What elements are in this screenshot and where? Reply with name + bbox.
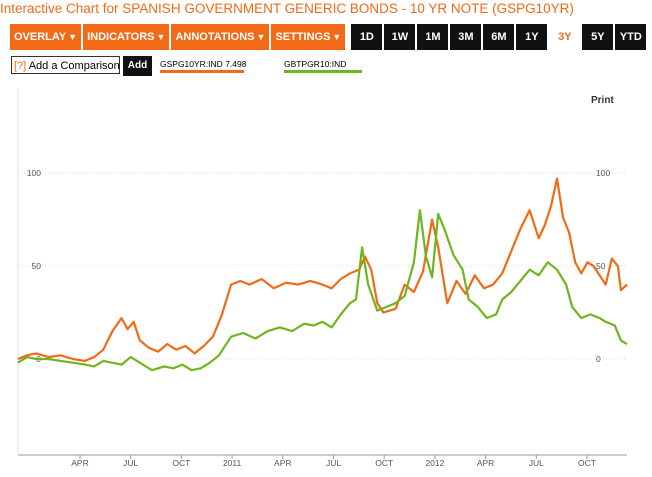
- range-1y-button[interactable]: 1Y: [516, 24, 548, 50]
- legend-swatch: [160, 70, 244, 73]
- series-line: [17, 177, 628, 362]
- comparison-placeholder: Add a Comparison: [28, 60, 120, 72]
- x-tick-label: OCT: [172, 458, 190, 468]
- legend-item-gspg10yr[interactable]: GSPG10YR:IND 7.498: [160, 59, 246, 73]
- y-tick-label-left: 100: [27, 168, 41, 178]
- x-tick-label: OCT: [375, 458, 393, 468]
- range-6m-button[interactable]: 6M: [483, 24, 515, 50]
- x-tick-label: APR: [477, 458, 494, 468]
- dropdown-arrow-icon: ▼: [256, 32, 266, 42]
- x-tick-label: APR: [71, 458, 88, 468]
- x-tick-label: OCT: [578, 458, 596, 468]
- indicators-menu-button[interactable]: INDICATORS ▼: [83, 24, 170, 50]
- y-tick-label-right: 0: [596, 354, 601, 364]
- y-tick-label-right: 100: [596, 168, 610, 178]
- add-comparison-button[interactable]: Add: [123, 56, 152, 76]
- annotations-menu-button[interactable]: ANNOTATIONS ▼: [171, 24, 270, 50]
- legend-item-gbtpgr10[interactable]: GBTPGR10:IND: [284, 59, 362, 73]
- range-ytd-button[interactable]: YTD: [615, 24, 647, 50]
- range-1w-button[interactable]: 1W: [384, 24, 416, 50]
- dropdown-arrow-icon: ▼: [68, 32, 78, 42]
- legend-value: 7.498: [225, 59, 247, 69]
- x-tick-label: JUL: [529, 458, 544, 468]
- legend-label: GSPG10YR:IND: [160, 59, 223, 69]
- x-tick-label: 2011: [223, 458, 242, 468]
- x-tick-label: 2012: [425, 458, 444, 468]
- chart-toolbar: OVERLAY ▼ INDICATORS ▼ ANNOTATIONS ▼ SETTIN…: [10, 24, 647, 50]
- chart-title: Interactive Chart for SPANISH GOVERNMENT…: [0, 1, 574, 16]
- legend-label: GBTPGR10:IND: [284, 59, 347, 69]
- series-line: [17, 209, 628, 372]
- range-3y-button[interactable]: 3Y: [549, 24, 581, 50]
- y-tick-label-left: 50: [32, 261, 42, 271]
- x-tick-label: APR: [274, 458, 291, 468]
- y-tick-label-right: 50: [596, 261, 606, 271]
- print-button[interactable]: Print: [591, 95, 614, 106]
- legend-swatch: [284, 70, 362, 73]
- dropdown-arrow-icon: ▼: [156, 32, 166, 42]
- overlay-menu-button[interactable]: OVERLAY ▼: [10, 24, 82, 50]
- help-icon[interactable]: [?]: [14, 60, 27, 72]
- add-comparison-input[interactable]: [?] Add a Comparison: [11, 56, 120, 74]
- settings-menu-button[interactable]: SETTINGS ▼: [271, 24, 346, 50]
- x-tick-label: JUL: [326, 458, 341, 468]
- range-1d-button[interactable]: 1D: [351, 24, 383, 50]
- range-5y-button[interactable]: 5Y: [582, 24, 614, 50]
- range-3m-button[interactable]: 3M: [450, 24, 482, 50]
- range-1m-button[interactable]: 1M: [417, 24, 449, 50]
- dropdown-arrow-icon: ▼: [332, 32, 342, 42]
- x-tick-label: JUL: [123, 458, 138, 468]
